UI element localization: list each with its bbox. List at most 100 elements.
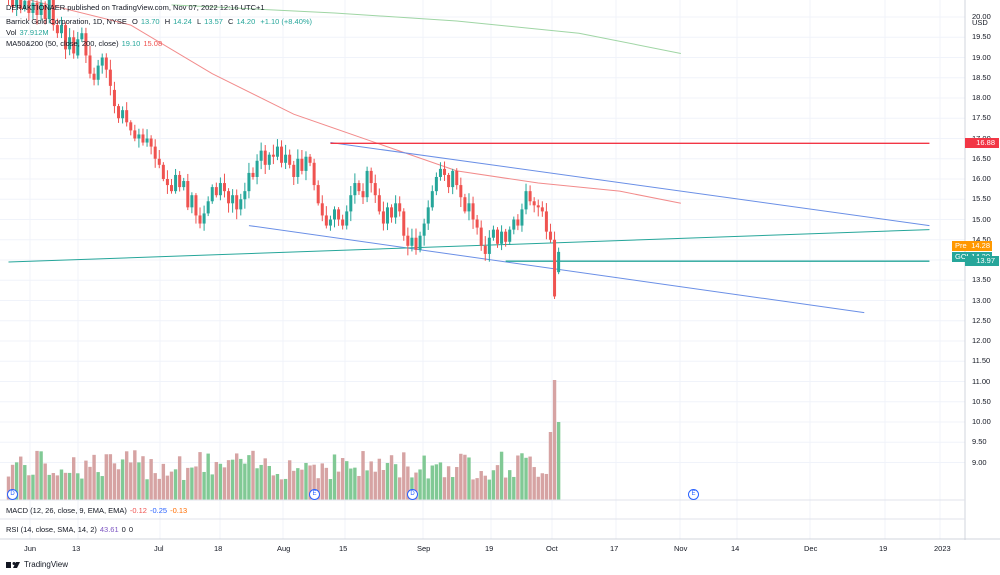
- volume-bar: [446, 466, 451, 500]
- candle-body: [275, 146, 279, 157]
- candle-body: [536, 205, 540, 208]
- volume-bar: [524, 457, 528, 500]
- volume-bar: [336, 471, 341, 500]
- volume-bar: [365, 470, 369, 500]
- time-tick: Jun: [24, 544, 37, 553]
- open-value: 13.70: [140, 17, 160, 26]
- rsi-value: 43.61: [99, 525, 119, 534]
- candle-body: [170, 185, 173, 192]
- volume-bar: [218, 463, 223, 500]
- volume-bar: [100, 476, 104, 500]
- volume-bar: [190, 467, 194, 500]
- candle-body: [369, 170, 373, 184]
- price-tick: 9.00: [972, 457, 987, 467]
- candle-body: [271, 154, 275, 157]
- volume-bar: [548, 432, 553, 500]
- time-tick: 19: [879, 544, 888, 553]
- candle-body: [235, 195, 239, 210]
- candle-body: [292, 164, 296, 177]
- volume-bar: [324, 467, 329, 500]
- macd-signal: -0.13: [170, 506, 188, 515]
- candle-body: [251, 172, 255, 177]
- volume-bar: [287, 460, 292, 500]
- volume-bar: [124, 451, 129, 500]
- volume-bar: [35, 450, 39, 500]
- rsi-label[interactable]: RSI (14, close, SMA, 14, 2): [6, 525, 97, 534]
- volume-label: Vol: [6, 28, 17, 37]
- volume-bar: [536, 476, 540, 500]
- candle-body: [284, 154, 288, 163]
- volume-bar: [263, 458, 267, 500]
- trendlines: [8, 142, 930, 314]
- candle-body: [540, 207, 544, 212]
- candle-body: [194, 195, 198, 216]
- volume-bar: [84, 460, 88, 500]
- price-tag: 16.88: [965, 138, 999, 149]
- dividend-marker[interactable]: D: [407, 489, 418, 500]
- volume-bar: [129, 462, 133, 500]
- time-tick: Sep: [417, 544, 431, 553]
- price-tick: 16.50: [972, 153, 991, 163]
- price-tick: 17.00: [972, 134, 991, 143]
- volume-bar: [377, 458, 382, 500]
- ma-label[interactable]: MA50&200 (50, close, 200, close): [6, 39, 119, 48]
- time-tick: Oct: [546, 544, 558, 553]
- volume-bar: [206, 453, 210, 500]
- candle-body: [182, 181, 186, 188]
- volume-bar: [312, 464, 316, 500]
- open-label: O: [131, 17, 138, 26]
- rsi-legend: RSI (14, close, SMA, 14, 2) 43.61 0 0: [6, 525, 136, 534]
- volume-bar: [137, 462, 141, 500]
- volume-bar: [487, 479, 492, 500]
- time-tick: 17: [610, 544, 619, 553]
- candle-body: [438, 168, 442, 177]
- earnings-marker[interactable]: E: [688, 489, 699, 500]
- volume-legend: Vol 37.912M: [6, 28, 52, 37]
- volume-bar: [235, 453, 239, 500]
- volume-bar: [210, 474, 214, 500]
- volume-bar: [63, 472, 68, 500]
- volume-bar: [275, 473, 280, 500]
- volume-bar: [169, 471, 174, 500]
- low-value: 13.57: [204, 17, 223, 26]
- volume-bar: [23, 465, 27, 500]
- candle-body: [214, 187, 218, 196]
- volume-bar: [177, 456, 182, 500]
- candle-body: [227, 191, 231, 204]
- candle-body: [381, 211, 385, 224]
- volume-bar: [340, 458, 345, 500]
- volume-bar: [552, 380, 557, 500]
- volume-bar: [76, 473, 80, 500]
- footer-brand-text: TradingView: [24, 560, 69, 569]
- volume-bar: [381, 469, 386, 500]
- footer-brand[interactable]: TradingView: [6, 560, 68, 569]
- volume-bar: [104, 454, 108, 500]
- candle-body: [247, 172, 251, 192]
- price-tag: 13.97: [965, 256, 999, 267]
- candle-body: [459, 185, 463, 198]
- volume-bar: [345, 461, 349, 500]
- volume-bar: [459, 453, 463, 500]
- candle-body: [434, 176, 438, 192]
- volume-bar: [31, 474, 35, 500]
- dividend-marker[interactable]: D: [7, 489, 18, 500]
- volume-bar: [540, 473, 545, 500]
- macd-line: -0.25: [149, 506, 168, 515]
- macd-label[interactable]: MACD (12, 26, close, 9, EMA, EMA): [6, 506, 127, 515]
- candle-body: [31, 2, 35, 13]
- price-tick: 14.50: [972, 234, 991, 244]
- price-tick: 12.00: [972, 336, 991, 345]
- symbol-name[interactable]: Barrick Gold Corporation, 1D, NYSE: [6, 17, 127, 26]
- time-tick: 18: [214, 544, 223, 553]
- candle-body: [487, 237, 491, 254]
- ma50-line: [27, 0, 681, 204]
- candle-body: [308, 156, 312, 163]
- candle-body: [186, 181, 190, 208]
- grid: [0, 0, 965, 539]
- time-tick: Nov: [674, 544, 688, 553]
- candle-body: [35, 2, 39, 15]
- volume-bar: [406, 466, 410, 500]
- earnings-marker[interactable]: E: [309, 489, 320, 500]
- volume-bar: [182, 479, 186, 500]
